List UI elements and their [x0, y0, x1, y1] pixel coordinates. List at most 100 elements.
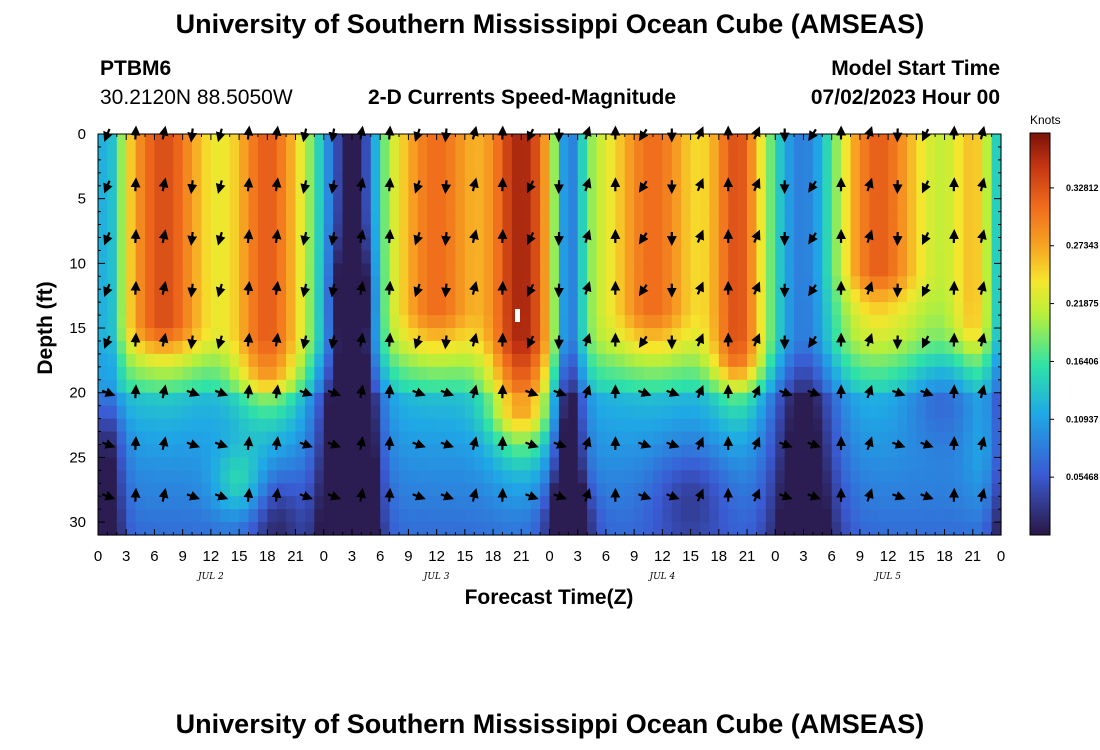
heatmap-cell [201, 185, 212, 200]
heatmap-cell [239, 392, 250, 407]
heatmap-cell [784, 250, 795, 264]
heatmap-cell [963, 483, 974, 497]
current-arrow [186, 439, 200, 449]
heatmap-cell [690, 496, 701, 510]
heatmap-cell [700, 198, 711, 213]
heatmap-cell [399, 302, 410, 316]
heatmap-cell [841, 353, 852, 368]
current-arrow [271, 436, 282, 451]
heatmap-cell [850, 302, 861, 316]
heatmap-cell [351, 198, 362, 213]
heatmap-cell [257, 289, 268, 303]
heatmap-cell [276, 418, 287, 433]
heatmap-cell [304, 340, 315, 355]
heatmap-cell [925, 185, 936, 200]
heatmap-cell [765, 509, 776, 523]
heatmap-cell [916, 159, 927, 174]
heatmap-cell [229, 146, 240, 161]
heatmap-cell [794, 392, 805, 407]
heatmap-cell [812, 185, 823, 200]
heatmap-cell [944, 522, 955, 536]
heatmap-cell [841, 134, 852, 148]
heatmap-cell [888, 276, 899, 290]
heatmap-cell [417, 172, 428, 187]
heatmap-cell [351, 315, 362, 329]
heatmap-cell [549, 353, 560, 368]
heatmap-cell [98, 302, 109, 316]
heatmap-cell [192, 185, 203, 200]
heatmap-cell [624, 483, 635, 497]
heatmap-cell [361, 379, 372, 394]
current-arrow [300, 335, 311, 350]
heatmap-cell [652, 263, 663, 277]
heatmap-cell [737, 250, 748, 264]
heatmap-cell [173, 379, 184, 394]
heatmap-cell [831, 509, 842, 523]
heatmap-cell [972, 496, 983, 510]
heatmap-cell [850, 198, 861, 213]
heatmap-cell [201, 276, 212, 290]
heatmap-cell [286, 353, 297, 368]
heatmap-cell [154, 366, 165, 381]
heatmap-cell [549, 159, 560, 174]
heatmap-cell [972, 392, 983, 407]
heatmap-cell [831, 302, 842, 316]
heatmap-cell [596, 522, 607, 536]
heatmap-cell [436, 522, 447, 536]
heatmap-cell [267, 431, 278, 446]
heatmap-cell [831, 289, 842, 303]
heatmap-cell [493, 302, 504, 316]
heatmap-cell [530, 340, 541, 355]
heatmap-cell [671, 483, 682, 497]
heatmap-cell [436, 172, 447, 187]
heatmap-cell [747, 198, 758, 213]
heatmap-cell [972, 509, 983, 523]
heatmap-cell [455, 289, 466, 303]
heatmap-cell [700, 134, 711, 148]
heatmap-cell [210, 237, 221, 252]
heatmap-cell [841, 211, 852, 226]
current-arrow [864, 436, 874, 451]
heatmap-cell [408, 224, 419, 239]
heatmap-cell [888, 431, 899, 446]
heatmap-cell [859, 250, 870, 264]
heatmap-cell [107, 431, 118, 446]
heatmap-cell [370, 315, 381, 329]
heatmap-cell [342, 392, 353, 407]
heatmap-cell [323, 172, 334, 187]
heatmap-cell [248, 483, 259, 497]
heatmap-cell [812, 172, 823, 187]
heatmap-cell [408, 405, 419, 420]
heatmap-cell [521, 250, 532, 264]
heatmap-cell [643, 224, 654, 239]
heatmap-cell [295, 302, 306, 316]
heatmap-cell [163, 276, 174, 290]
heatmap-cell [681, 263, 692, 277]
heatmap-cell [295, 172, 306, 187]
heatmap-cell [690, 146, 701, 161]
heatmap-cell [521, 315, 532, 329]
heatmap-cell [540, 172, 551, 187]
heatmap-cell [568, 470, 579, 484]
heatmap-cell [455, 496, 466, 510]
heatmap-cell [634, 250, 645, 264]
heatmap-cell [342, 522, 353, 536]
heatmap-cell [897, 379, 908, 394]
heatmap-cell [116, 444, 127, 458]
heatmap-cell [624, 405, 635, 420]
heatmap-cell [464, 405, 475, 420]
heatmap-cell [906, 431, 917, 446]
heatmap-cell [568, 483, 579, 497]
heatmap-cell [239, 289, 250, 303]
heatmap-cell [399, 457, 410, 471]
heatmap-cell [502, 198, 513, 213]
heatmap-cell [794, 379, 805, 394]
current-arrow [864, 384, 874, 399]
current-arrow [638, 180, 649, 193]
heatmap-cell [446, 172, 457, 187]
heatmap-cell [916, 509, 927, 523]
heatmap-cell [765, 392, 776, 407]
current-arrow [666, 387, 680, 397]
heatmap-cell [540, 315, 551, 329]
